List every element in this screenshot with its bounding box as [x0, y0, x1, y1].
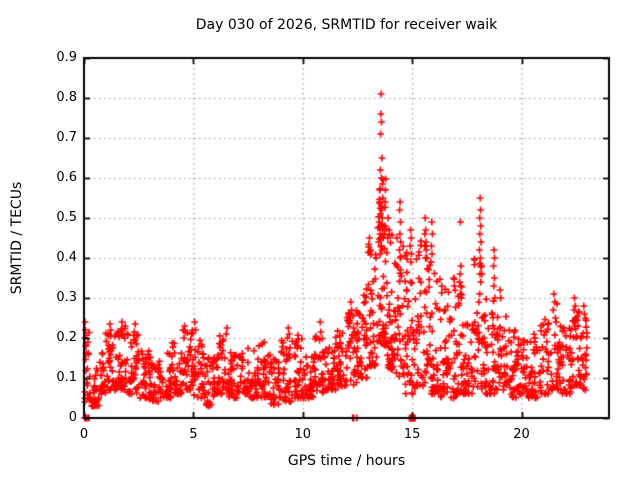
x-axis-label: GPS time / hours [287, 453, 406, 469]
y-tick-label: 0 [68, 410, 77, 425]
y-tick-label: 0.8 [56, 90, 77, 105]
x-tick-label: 0 [79, 427, 89, 442]
x-tick-label: 10 [294, 427, 312, 442]
chart-title: Day 030 of 2026, SRMTID for receiver wai… [195, 17, 498, 33]
y-tick-label: 0.6 [56, 170, 77, 185]
y-tick-label: 0.1 [56, 370, 77, 385]
y-tick-label: 0.9 [56, 50, 77, 65]
y-axis-label: SRMTID / TECUs [9, 181, 25, 295]
y-tick-label: 0.4 [56, 250, 77, 265]
x-tick-label: 20 [513, 427, 530, 442]
y-tick-label: 0.2 [56, 330, 77, 345]
y-tick-label: 0.7 [56, 130, 77, 145]
y-tick-label: 0.3 [56, 290, 77, 305]
x-tick-label: 5 [189, 427, 198, 442]
x-tick-label: 15 [403, 427, 421, 442]
y-tick-label: 0.5 [56, 210, 77, 225]
